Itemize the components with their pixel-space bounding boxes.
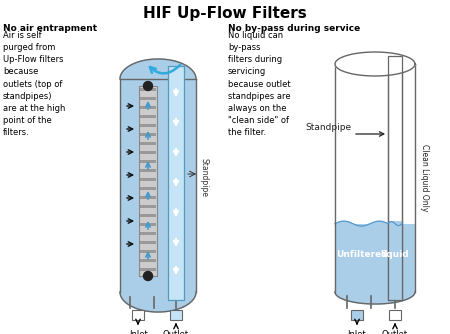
Bar	[168, 66, 184, 300]
Bar	[388, 56, 402, 300]
Bar	[140, 187, 156, 190]
Polygon shape	[335, 52, 415, 76]
Bar	[140, 169, 156, 172]
Bar	[335, 223, 415, 292]
Bar	[389, 310, 401, 320]
Bar	[140, 88, 156, 91]
Bar	[132, 310, 144, 320]
Text: No by-pass during service: No by-pass during service	[228, 24, 360, 33]
Bar	[140, 196, 156, 199]
Bar	[140, 178, 156, 181]
Text: liquid: liquid	[381, 250, 410, 259]
Bar	[140, 268, 156, 271]
Bar	[140, 250, 156, 253]
Text: Standpipe: Standpipe	[305, 123, 351, 132]
Bar	[120, 79, 196, 292]
Bar	[388, 220, 402, 300]
Circle shape	[144, 272, 153, 281]
Text: No air entrapment: No air entrapment	[3, 24, 97, 33]
Text: Standpipe: Standpipe	[200, 159, 209, 197]
Bar	[140, 160, 156, 163]
Text: Clean Liquid Only: Clean Liquid Only	[420, 144, 429, 212]
Bar	[140, 133, 156, 136]
Bar	[140, 97, 156, 100]
Bar	[140, 115, 156, 118]
Bar	[140, 259, 156, 262]
Bar	[140, 205, 156, 208]
Text: Inlet: Inlet	[129, 330, 148, 334]
Bar	[170, 310, 182, 320]
Polygon shape	[335, 292, 415, 304]
Bar	[140, 151, 156, 154]
Bar	[140, 232, 156, 235]
Polygon shape	[120, 59, 196, 79]
Text: Unfiltered: Unfiltered	[336, 250, 387, 259]
Bar	[140, 142, 156, 145]
Text: HIF Up-Flow Filters: HIF Up-Flow Filters	[143, 6, 307, 21]
Bar	[139, 86, 157, 276]
Bar	[140, 214, 156, 217]
Bar	[140, 124, 156, 127]
Bar	[140, 223, 156, 226]
Text: Inlet: Inlet	[347, 330, 366, 334]
Bar	[140, 106, 156, 109]
Polygon shape	[120, 292, 196, 312]
Text: Air is self
purged from
Up-Flow filters
because
outlets (top of
standpipes)
are : Air is self purged from Up-Flow filters …	[3, 31, 65, 137]
Bar	[351, 310, 363, 320]
Text: No liquid can
by-pass
filters during
servicing
because outlet
standpipes are
alw: No liquid can by-pass filters during ser…	[228, 31, 291, 137]
Text: Outlet: Outlet	[382, 330, 408, 334]
Bar	[388, 56, 402, 300]
Text: Outlet: Outlet	[163, 330, 189, 334]
Bar	[140, 241, 156, 244]
Circle shape	[144, 81, 153, 91]
